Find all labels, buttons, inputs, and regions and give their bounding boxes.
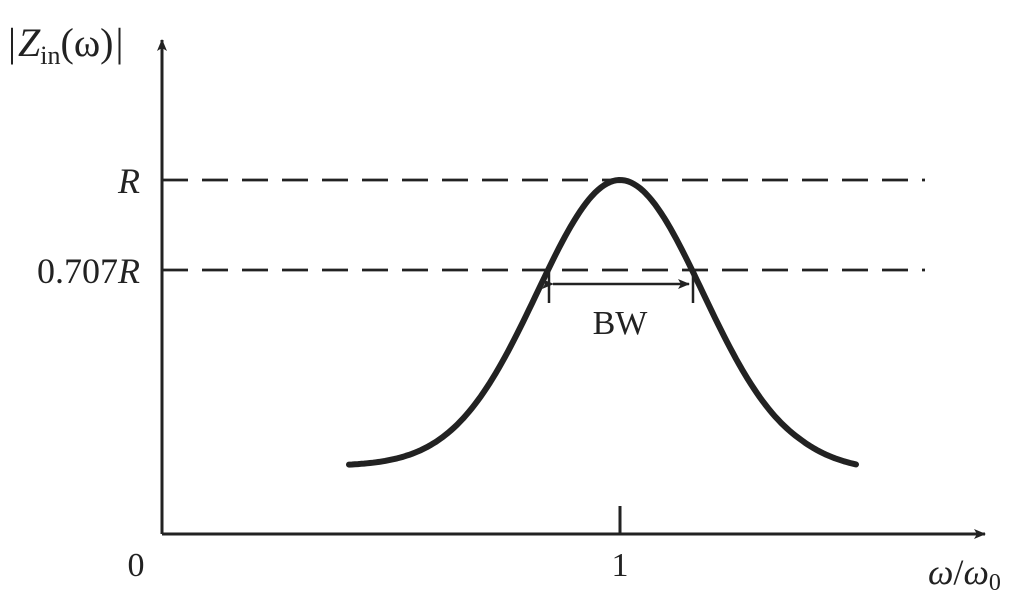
bandwidth-label: BW (593, 305, 649, 342)
resonance-curve (346, 177, 859, 468)
x-tick-1-label: 1 (612, 547, 629, 584)
x-axis-label: ω/ω0 (928, 552, 1001, 592)
level-0707R-symbol: R (117, 251, 140, 291)
level-0707R-label: 0.707R (37, 251, 140, 291)
level-R-label: R (117, 161, 140, 201)
y-axis-label-argument: (ω) (61, 20, 114, 65)
x-axis-label-omega0: ω (963, 552, 988, 592)
y-axis-label-bar-left: | (8, 20, 16, 65)
origin-label: 0 (128, 547, 145, 584)
x-axis-label-subscript: 0 (989, 570, 1001, 592)
x-axis-label-slash: / (953, 552, 963, 592)
x-axis-label-omega: ω (928, 552, 953, 592)
level-0707R-number: 0.707 (37, 251, 118, 291)
y-axis-label-symbol: Z (18, 20, 41, 65)
y-axis-label-subscript: in (40, 41, 60, 70)
y-axis-label-bar-right: | (115, 20, 123, 65)
y-axis-label: |Zin(ω)| (8, 20, 123, 70)
